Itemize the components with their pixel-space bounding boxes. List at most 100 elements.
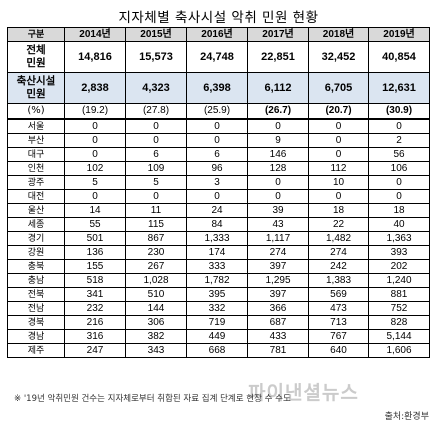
- region-name: 인천: [7, 161, 65, 176]
- region-value: 274: [247, 245, 309, 260]
- region-value: 1,383: [308, 273, 369, 288]
- region-value: 713: [308, 315, 369, 330]
- region-value: 22: [308, 217, 369, 232]
- total-label-line2: 민원: [26, 57, 46, 69]
- region-name: 경남: [7, 329, 65, 344]
- year-header: 2017년: [247, 27, 309, 42]
- region-value: 10: [308, 175, 369, 190]
- region-value: 24: [186, 203, 248, 218]
- livestock-value: 6,398: [186, 72, 248, 104]
- region-value: 96: [186, 161, 248, 176]
- region-value: 232: [64, 301, 126, 316]
- total-complaints-row: 전체 민원 14,816 15,573 24,748 22,851 32,452…: [7, 41, 430, 73]
- region-value: 1,295: [247, 273, 309, 288]
- region-value: 0: [247, 189, 309, 204]
- page-title: 지자체별 축사시설 악취 민원 현황: [118, 10, 319, 26]
- region-value: 39: [247, 203, 309, 218]
- region-value: 433: [247, 329, 309, 344]
- table-row: 충북 155 267 333 397 242 202: [7, 259, 430, 274]
- region-value: 0: [368, 175, 430, 190]
- region-value: 343: [125, 343, 187, 358]
- region-value: 316: [64, 329, 126, 344]
- region-value: 781: [247, 343, 309, 358]
- region-name: 부산: [7, 133, 65, 148]
- watermark-logo: 파이낸셜뉴스: [248, 382, 359, 404]
- region-value: 106: [368, 161, 430, 176]
- region-value: 719: [186, 315, 248, 330]
- livestock-value: 12,631: [368, 72, 430, 104]
- region-value: 146: [247, 147, 309, 162]
- year-header: 2014년: [64, 27, 126, 42]
- region-value: 155: [64, 259, 126, 274]
- region-value: 230: [125, 245, 187, 260]
- region-name: 충남: [7, 273, 65, 288]
- table-row: 경남 316 382 449 433 767 5,144: [7, 329, 430, 344]
- table-row: 전북 341 510 395 397 569 881: [7, 287, 430, 302]
- region-name: 충북: [7, 259, 65, 274]
- region-value: 828: [368, 315, 430, 330]
- region-value: 0: [308, 133, 369, 148]
- percent-value: (20.7): [308, 103, 369, 120]
- region-name: 광주: [7, 175, 65, 190]
- livestock-label: 축산시설 민원: [7, 72, 65, 104]
- total-label: 전체 민원: [7, 41, 65, 73]
- region-value: 102: [64, 161, 126, 176]
- region-value: 43: [247, 217, 309, 232]
- region-value: 0: [125, 133, 187, 148]
- table-row: 부산 0 0 0 9 0 2: [7, 133, 430, 148]
- region-value: 752: [368, 301, 430, 316]
- region-value: 687: [247, 315, 309, 330]
- region-value: 1,606: [368, 343, 430, 358]
- region-value: 395: [186, 287, 248, 302]
- table-row: 서울 0 0 0 0 0 0: [7, 118, 430, 134]
- region-name: 전남: [7, 301, 65, 316]
- region-value: 1,482: [308, 231, 369, 246]
- table-row: 울산 14 11 24 39 18 18: [7, 203, 430, 218]
- region-value: 1,363: [368, 231, 430, 246]
- region-value: 5,144: [368, 329, 430, 344]
- region-value: 242: [308, 259, 369, 274]
- region-value: 0: [64, 118, 126, 134]
- table-row: 강원 136 230 174 274 274 393: [7, 245, 430, 260]
- region-value: 2: [368, 133, 430, 148]
- region-value: 112: [308, 161, 369, 176]
- total-value: 22,851: [247, 41, 309, 73]
- region-value: 332: [186, 301, 248, 316]
- region-value: 6: [125, 147, 187, 162]
- table-row: 경기 501 867 1,333 1,117 1,482 1,363: [7, 231, 430, 246]
- region-value: 56: [368, 147, 430, 162]
- region-value: 767: [308, 329, 369, 344]
- table-row: 전남 232 144 332 366 473 752: [7, 301, 430, 316]
- corner-header: 구분: [7, 27, 65, 42]
- region-value: 6: [186, 147, 248, 162]
- region-value: 0: [125, 118, 187, 134]
- table-row: 대구 0 6 6 146 0 56: [7, 147, 430, 162]
- region-name: 대구: [7, 147, 65, 162]
- livestock-label-line2: 민원: [26, 88, 46, 100]
- table-row: 인천 102 109 96 128 112 106: [7, 161, 430, 176]
- livestock-value: 6,112: [247, 72, 309, 104]
- region-value: 11: [125, 203, 187, 218]
- region-value: 1,117: [247, 231, 309, 246]
- region-value: 382: [125, 329, 187, 344]
- region-value: 267: [125, 259, 187, 274]
- region-value: 1,240: [368, 273, 430, 288]
- region-value: 0: [186, 118, 248, 134]
- percent-value: (26.7): [247, 103, 309, 120]
- total-value: 40,854: [368, 41, 430, 73]
- region-value: 3: [186, 175, 248, 190]
- header-row: 구분 2014년 2015년 2016년 2017년 2018년 2019년: [7, 27, 430, 42]
- region-value: 128: [247, 161, 309, 176]
- region-value: 393: [368, 245, 430, 260]
- region-name: 전북: [7, 287, 65, 302]
- livestock-label-line1: 축산시설: [16, 75, 56, 87]
- source-credit: 출처:환경부: [384, 412, 429, 422]
- region-value: 0: [186, 133, 248, 148]
- table-row: 광주 5 5 3 0 10 0: [7, 175, 430, 190]
- region-value: 40: [368, 217, 430, 232]
- total-value: 14,816: [64, 41, 126, 73]
- livestock-value: 4,323: [125, 72, 187, 104]
- region-value: 0: [125, 189, 187, 204]
- region-value: 341: [64, 287, 126, 302]
- region-value: 1,782: [186, 273, 248, 288]
